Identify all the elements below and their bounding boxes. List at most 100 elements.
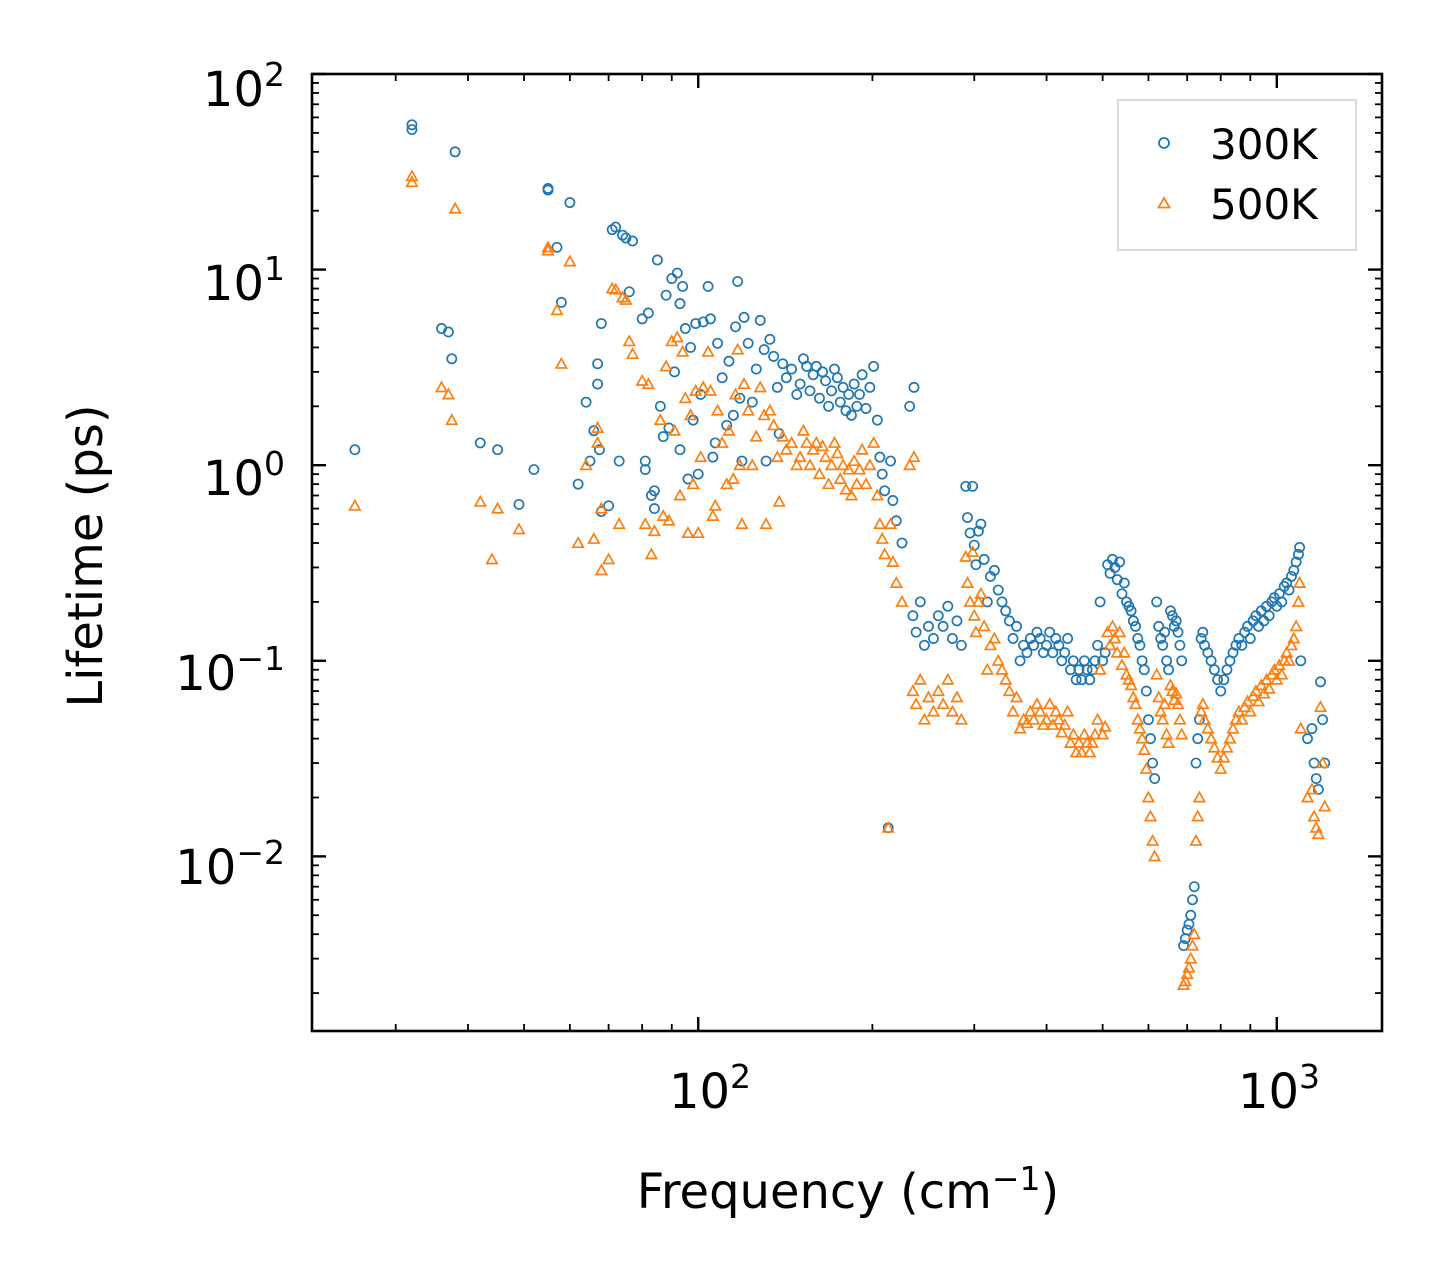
point-300k	[674, 444, 686, 456]
point-500k	[1058, 717, 1072, 730]
point-500k	[1226, 721, 1240, 734]
legend-box	[1117, 99, 1357, 251]
point-300k	[1276, 596, 1288, 608]
point-500k	[541, 240, 555, 253]
point-300k	[981, 596, 993, 608]
point-500k	[1143, 809, 1158, 822]
point-300k	[1285, 570, 1297, 582]
point-300k	[975, 518, 987, 530]
point-300k	[879, 485, 891, 497]
point-500k	[678, 391, 692, 404]
point-300k	[1059, 647, 1071, 659]
legend: 300K 500K	[1117, 99, 1357, 251]
point-300k	[823, 400, 835, 412]
point-500k	[1150, 667, 1164, 680]
point-500k	[873, 517, 887, 530]
point-300k	[1302, 733, 1313, 745]
point-500k	[1192, 790, 1207, 803]
point-500k	[625, 347, 640, 360]
point-300k	[848, 378, 860, 390]
point-500k	[824, 458, 839, 471]
point-500k	[612, 517, 626, 530]
point-300k	[1153, 620, 1165, 632]
point-500k	[1072, 736, 1086, 748]
legend-label-500k: 500K	[1210, 180, 1319, 229]
point-300k	[951, 615, 963, 627]
point-500k	[733, 458, 747, 471]
point-300k	[1157, 639, 1169, 651]
point-300k	[1053, 639, 1065, 651]
point-500k	[726, 472, 740, 485]
point-500k	[796, 423, 811, 436]
point-500k	[1139, 761, 1153, 774]
point-500k	[870, 488, 885, 501]
point-500k	[605, 281, 619, 294]
point-500k	[1204, 731, 1218, 744]
point-300k	[1084, 674, 1096, 686]
point-300k	[837, 381, 849, 393]
point-500k	[815, 439, 830, 452]
point-300k	[1176, 655, 1188, 667]
point-500k	[753, 380, 767, 393]
point-500k	[1052, 712, 1066, 725]
point-500k	[844, 488, 859, 501]
y-tick-label-1e1: 101	[203, 249, 285, 312]
point-500k	[1108, 631, 1122, 644]
point-500k	[1154, 704, 1168, 717]
plot-frame	[310, 72, 1384, 1033]
point-300k	[856, 369, 868, 381]
point-300k	[1116, 588, 1128, 600]
point-300k	[1130, 620, 1141, 632]
point-500k	[1090, 712, 1105, 725]
point-500k	[590, 435, 605, 448]
point-300k	[960, 480, 972, 492]
point-500k	[1133, 721, 1147, 734]
point-300k	[907, 610, 919, 622]
point-300k	[1125, 605, 1137, 617]
point-500k	[662, 513, 676, 526]
point-500k	[1300, 790, 1315, 803]
point-500k	[895, 594, 909, 607]
point-300k	[603, 500, 615, 512]
point-300k	[996, 596, 1008, 608]
point-500k	[1210, 750, 1225, 763]
point-500k	[445, 413, 459, 426]
point-500k	[710, 403, 725, 416]
point-500k	[909, 697, 923, 710]
point-300k	[639, 464, 651, 475]
point-500k	[1178, 974, 1193, 987]
point-300k	[555, 296, 567, 308]
point-300k	[1263, 610, 1275, 622]
point-500k	[1313, 700, 1328, 713]
point-300k	[730, 321, 741, 333]
point-500k	[759, 517, 773, 530]
point-300k	[834, 396, 846, 408]
point-300k	[1021, 647, 1033, 659]
point-500k	[1112, 625, 1127, 638]
point-500k	[1287, 631, 1301, 644]
point-500k	[867, 435, 881, 448]
point-500k	[1315, 756, 1330, 769]
point-300k	[1047, 647, 1059, 659]
point-500k	[800, 435, 814, 448]
point-300k	[885, 455, 897, 467]
point-500k	[638, 517, 652, 530]
point-500k	[907, 450, 921, 463]
point-300k	[446, 353, 458, 365]
point-300k	[620, 232, 632, 244]
point-500k	[1243, 704, 1257, 717]
point-300k	[794, 378, 806, 390]
point-300k	[1165, 605, 1176, 617]
point-500k	[1169, 686, 1183, 699]
point-300k	[746, 396, 758, 408]
point-500k	[995, 662, 1009, 675]
point-500k	[541, 243, 555, 256]
point-500k	[1291, 594, 1306, 607]
point-500k	[670, 330, 684, 343]
point-500k	[1049, 704, 1063, 717]
point-500k	[1249, 684, 1263, 697]
point-500k	[1311, 827, 1326, 840]
point-300k	[723, 355, 735, 367]
point-300k	[610, 221, 622, 233]
